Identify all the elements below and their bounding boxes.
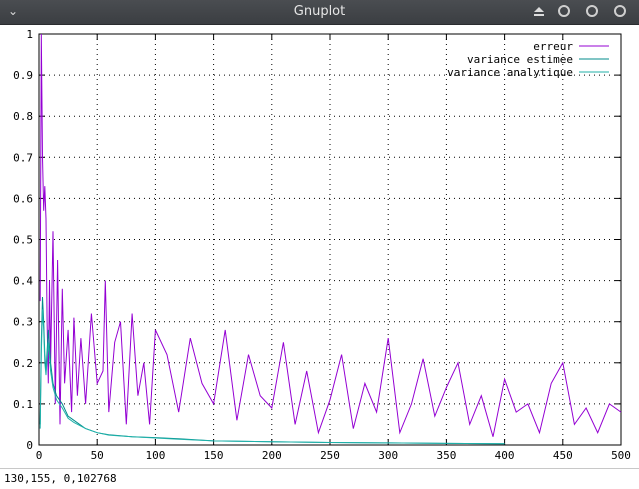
window-titlebar: ⌄ Gnuplot	[0, 0, 639, 25]
legend-label: variance analytique	[447, 66, 573, 79]
x-tick-label: 150	[204, 449, 224, 462]
eject-icon[interactable]	[533, 5, 545, 17]
status-bar: 130,155, 0,102768	[0, 468, 639, 489]
y-tick-label: 0.4	[13, 275, 33, 288]
close-icon[interactable]	[614, 5, 626, 17]
x-tick-label: 200	[262, 449, 282, 462]
series-variance-estimee	[39, 296, 505, 445]
gnuplot-chart[interactable]: 0 50 100 150 200 250 300 350 400 450 500 0 0.1 0.2 0.3…	[0, 25, 639, 463]
series-erreur	[39, 33, 622, 437]
series-variance-analytique	[39, 309, 505, 445]
mouse-coordinates: 130,155, 0,102768	[4, 472, 117, 485]
legend-label: variance estimee	[467, 53, 573, 66]
y-tick-label: 0.2	[13, 357, 33, 370]
y-tick-label: 0.6	[13, 192, 33, 205]
x-tick-label: 300	[378, 449, 398, 462]
x-tick-label: 250	[320, 449, 340, 462]
y-tick-label: 0.8	[13, 110, 33, 123]
y-tick-label: 0.3	[13, 316, 33, 329]
x-tick-label: 0	[36, 449, 43, 462]
x-tick-label: 400	[495, 449, 515, 462]
y-tick-label: 0.5	[13, 234, 33, 247]
x-tick-label: 450	[553, 449, 573, 462]
maximize-icon[interactable]	[586, 5, 598, 17]
y-tick-label: 0.9	[13, 69, 33, 82]
y-tick-label: 0.7	[13, 151, 33, 164]
x-tick-label: 500	[611, 449, 631, 462]
minimize-icon[interactable]	[558, 5, 570, 17]
y-tick-label: 0	[26, 439, 33, 452]
y-tick-label: 1	[26, 28, 33, 41]
x-tick-label: 100	[145, 449, 165, 462]
legend-label: erreur	[533, 40, 573, 53]
window-title: Gnuplot	[293, 4, 346, 19]
x-tick-label: 50	[91, 449, 104, 462]
chevron-down-icon[interactable]: ⌄	[8, 4, 19, 18]
y-tick-label: 0.1	[13, 398, 33, 411]
x-tick-label: 350	[436, 449, 456, 462]
